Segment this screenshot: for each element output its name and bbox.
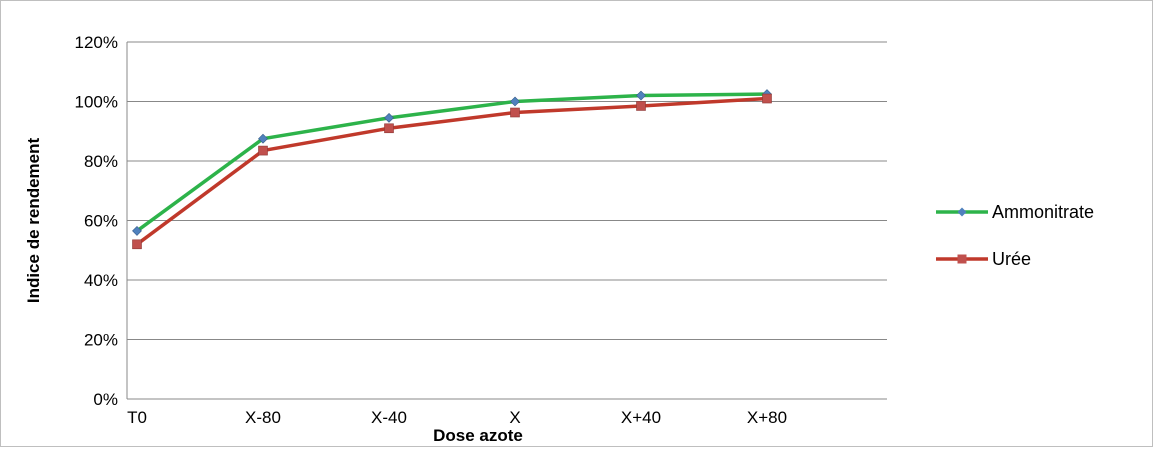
legend-swatch-marker — [957, 254, 967, 264]
data-point — [636, 90, 646, 101]
data-point — [510, 107, 520, 118]
data-point — [510, 96, 520, 107]
data-point — [132, 239, 142, 250]
x-tick-label: X-80 — [245, 408, 281, 427]
y-axis-title: Indice de rendement — [24, 138, 43, 304]
legend-item: Urée — [936, 249, 1031, 269]
series-line-urée — [135, 96, 768, 246]
data-point — [258, 145, 268, 156]
data-point — [384, 112, 394, 123]
legend-swatch-marker — [957, 207, 967, 217]
y-tick-label: 60% — [84, 212, 118, 231]
x-axis-title: Dose azote — [433, 426, 523, 445]
x-tick-label: T0 — [127, 408, 147, 427]
y-tick-label: 0% — [93, 390, 118, 409]
data-point — [132, 225, 142, 236]
axes — [126, 42, 887, 400]
x-tick-label: X — [509, 408, 520, 427]
data-point — [636, 101, 646, 111]
x-tick-label: X+80 — [747, 408, 787, 427]
legend-label: Ammonitrate — [992, 202, 1094, 222]
gridlines — [127, 41, 887, 340]
y-tick-label: 100% — [75, 93, 118, 112]
x-tick-labels: T0 X-80 X-40 X X+40 X+80 — [127, 408, 787, 427]
y-tick-label: 120% — [75, 33, 118, 52]
y-tick-labels: 0% 20% 40% 60% 80% 100% 120% — [75, 33, 118, 409]
x-tick-label: X-40 — [371, 408, 407, 427]
y-tick-label: 80% — [84, 152, 118, 171]
y-tick-label: 40% — [84, 271, 118, 290]
series-line-ammonitrate — [135, 92, 768, 233]
data-point — [762, 93, 772, 104]
legend-item: Ammonitrate — [936, 202, 1094, 222]
data-point — [258, 133, 268, 144]
series — [132, 89, 772, 250]
data-point — [384, 123, 394, 134]
y-tick-label: 20% — [84, 331, 118, 350]
legend-label: Urée — [992, 249, 1031, 269]
x-tick-label: X+40 — [621, 408, 661, 427]
legend: Ammonitrate Urée — [936, 202, 1094, 269]
